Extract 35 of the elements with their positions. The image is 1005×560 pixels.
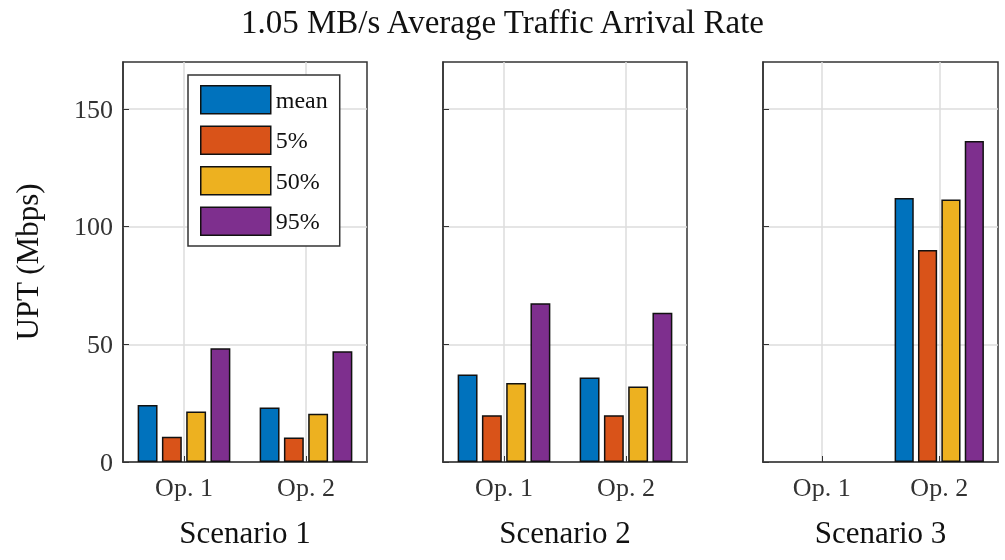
bar [579, 377, 600, 462]
bar [481, 415, 502, 462]
bar [628, 386, 649, 462]
y-tick-label: 50 [87, 329, 113, 359]
bar [161, 436, 182, 462]
x-tick-label: Op. 2 [597, 472, 655, 502]
x-tick-label: Op. 2 [277, 472, 335, 502]
y-tick-label: 0 [100, 447, 113, 477]
bar [186, 411, 207, 462]
x-axis-title: Scenario 2 [499, 515, 631, 550]
y-axis-title: UPT (Mbps) [10, 183, 45, 341]
bar [332, 351, 353, 462]
legend-label: 50% [275, 167, 320, 194]
x-axis-title: Scenario 3 [814, 515, 947, 550]
bar [137, 405, 158, 462]
x-tick-label: Op. 2 [910, 472, 969, 502]
bar [506, 382, 527, 462]
bar [603, 415, 624, 462]
y-tick-label: 150 [74, 94, 113, 124]
bar [308, 413, 329, 462]
legend-label: 95% [275, 208, 320, 235]
legend-label: 5% [275, 127, 308, 154]
y-tick-label: 100 [74, 212, 113, 242]
x-tick-label: Op. 1 [475, 472, 533, 502]
bar [210, 348, 231, 462]
bar [259, 407, 280, 462]
bar [283, 437, 304, 462]
bar [652, 312, 673, 462]
x-tick-label: Op. 1 [792, 472, 851, 502]
x-tick-label: Op. 1 [155, 472, 213, 502]
x-axis-title: Scenario 1 [179, 515, 311, 550]
text: 1.05 MB/s Average Traffic Arrival Rate [239, 4, 765, 41]
bar [457, 374, 478, 462]
legend-label: mean [275, 86, 328, 113]
bar [530, 303, 551, 462]
